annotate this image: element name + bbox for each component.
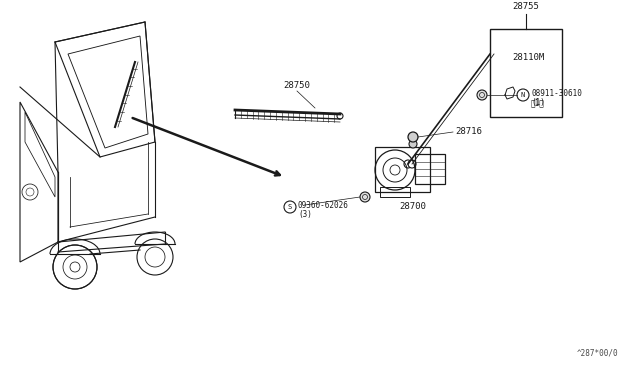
- Circle shape: [409, 140, 417, 148]
- Text: 09360-62026: 09360-62026: [298, 201, 349, 209]
- Circle shape: [337, 113, 343, 119]
- Text: 08911-30610: 08911-30610: [531, 89, 582, 97]
- Circle shape: [404, 160, 412, 168]
- Circle shape: [408, 160, 416, 168]
- Bar: [375, 147, 430, 192]
- Text: 、1）: 、1）: [531, 99, 545, 108]
- Text: N: N: [521, 92, 525, 98]
- Text: 28750: 28750: [284, 81, 310, 90]
- Bar: [490, 29, 562, 117]
- Circle shape: [360, 192, 370, 202]
- Circle shape: [477, 90, 487, 100]
- Circle shape: [408, 132, 418, 142]
- Text: S: S: [288, 204, 292, 210]
- Text: (3): (3): [298, 211, 312, 219]
- Text: 28755: 28755: [513, 2, 540, 11]
- Text: ^287*00/0: ^287*00/0: [577, 348, 618, 357]
- Text: 28716: 28716: [455, 128, 482, 137]
- Bar: [415, 154, 445, 184]
- Text: 28110M: 28110M: [512, 52, 544, 61]
- Text: (1): (1): [531, 99, 545, 108]
- Bar: [380, 187, 410, 197]
- Text: 28700: 28700: [399, 202, 426, 211]
